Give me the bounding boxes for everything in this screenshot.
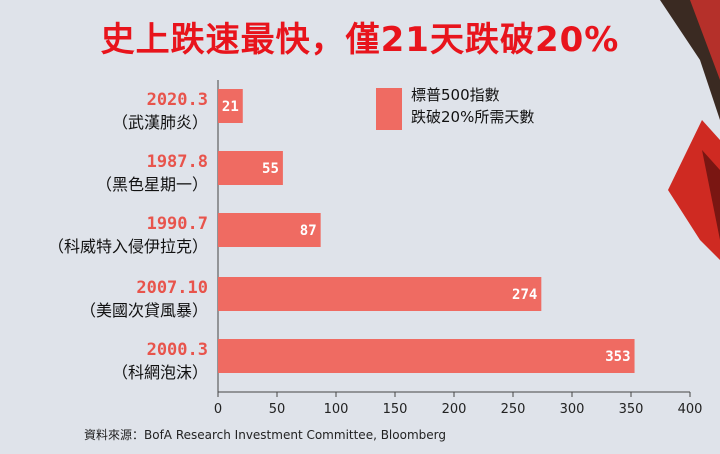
bar-2020.3 [218, 89, 243, 123]
decorative-arrow-graphic [660, 0, 720, 260]
category-event-label-2020.3: （武漢肺炎） [112, 113, 208, 132]
category-date-label-2007.10: 2007.10 [136, 278, 208, 298]
x-tick-label-400: 400 [678, 402, 703, 417]
bar-1990.7 [218, 213, 321, 247]
category-event-label-1990.7: （科威特入侵伊拉克） [48, 237, 208, 256]
bar-2000.3 [218, 339, 635, 373]
legend-line-2: 跌破20%所需天數 [411, 108, 535, 126]
x-tick-label-300: 300 [560, 402, 585, 417]
legend-swatch [376, 88, 402, 130]
x-tick-label-100: 100 [324, 402, 349, 417]
x-tick-label-50: 50 [269, 402, 286, 417]
bar-1987.8 [218, 151, 283, 185]
x-tick-label-0: 0 [214, 402, 222, 417]
category-date-label-1987.8: 1987.8 [147, 152, 208, 172]
x-tick-label-350: 350 [619, 402, 644, 417]
x-tick-label-250: 250 [501, 402, 526, 417]
source-note: 資料來源：BofA Research Investment Committee,… [84, 428, 446, 442]
bar-value-label-1990.7: 87 [300, 223, 317, 239]
category-date-label-2000.3: 2000.3 [147, 340, 208, 360]
bar-value-label-2000.3: 353 [605, 349, 630, 365]
category-event-label-1987.8: （黑色星期一） [96, 175, 208, 194]
legend-line-1: 標普500指數 [411, 86, 500, 104]
bar-2007.10 [218, 277, 542, 311]
category-date-label-2020.3: 2020.3 [147, 90, 208, 110]
chart-title: 史上跌速最快，僅21天跌破20% [100, 20, 620, 60]
category-event-label-2000.3: （科網泡沫） [112, 363, 208, 382]
legend: 標普500指數 跌破20%所需天數 [411, 84, 611, 128]
bar-value-label-2007.10: 274 [512, 287, 537, 303]
category-date-label-1990.7: 1990.7 [147, 214, 208, 234]
bar-value-label-2020.3: 21 [222, 99, 239, 115]
bar-value-label-1987.8: 55 [262, 161, 279, 177]
x-tick-label-150: 150 [383, 402, 408, 417]
category-event-label-2007.10: （美國次貸風暴） [80, 301, 208, 320]
x-tick-label-200: 200 [442, 402, 467, 417]
